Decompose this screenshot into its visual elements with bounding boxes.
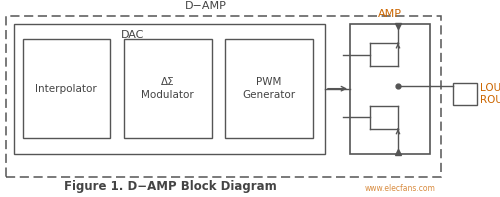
Text: LOUT/
ROUT: LOUT/ ROUT	[480, 83, 500, 105]
Text: ΔΣ
Modulator: ΔΣ Modulator	[142, 77, 194, 100]
Text: D−AMP: D−AMP	[185, 1, 227, 11]
Bar	[14, 24, 325, 154]
Text: www.elecfans.com: www.elecfans.com	[364, 184, 436, 193]
Text: Figure 1. D−AMP Block Diagram: Figure 1. D−AMP Block Diagram	[64, 180, 276, 193]
Text: PWM
Generator: PWM Generator	[242, 77, 296, 100]
Bar	[22, 39, 110, 138]
Bar	[452, 83, 476, 105]
Bar	[225, 39, 312, 138]
Text: AMP: AMP	[378, 9, 402, 19]
Text: DAC: DAC	[120, 30, 144, 40]
Text: Interpolator: Interpolator	[36, 84, 97, 94]
Bar	[350, 24, 430, 154]
Bar	[6, 16, 441, 177]
Bar	[124, 39, 212, 138]
